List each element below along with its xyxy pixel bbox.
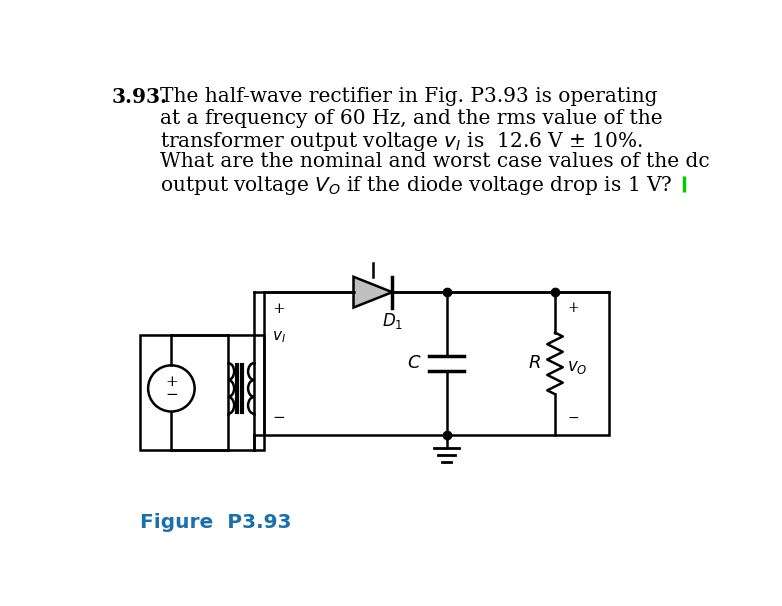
Text: $D_1$: $D_1$: [382, 311, 404, 331]
Text: $C$: $C$: [407, 355, 421, 373]
Text: The half-wave rectifier in Fig. P3.93 is operating: The half-wave rectifier in Fig. P3.93 is…: [160, 87, 657, 105]
Polygon shape: [353, 277, 393, 308]
Text: $v_I$: $v_I$: [272, 329, 286, 345]
Text: $v_O$: $v_O$: [568, 359, 588, 376]
Text: +: +: [272, 302, 285, 316]
Text: −: −: [272, 411, 285, 425]
Text: −: −: [568, 411, 579, 425]
Text: $R$: $R$: [529, 355, 541, 373]
Text: −: −: [165, 388, 178, 402]
Bar: [141, 335, 264, 450]
Bar: [264, 292, 609, 435]
Text: 3.93.: 3.93.: [112, 87, 167, 107]
Text: at a frequency of 60 Hz, and the rms value of the: at a frequency of 60 Hz, and the rms val…: [160, 108, 662, 127]
Text: What are the nominal and worst case values of the dc: What are the nominal and worst case valu…: [160, 153, 709, 171]
Text: Figure  P3.93: Figure P3.93: [141, 513, 292, 532]
Text: +: +: [165, 375, 178, 389]
Text: output voltage $V_O$ if the diode voltage drop is 1 V?: output voltage $V_O$ if the diode voltag…: [160, 175, 673, 198]
Text: transformer output voltage $v_I$ is  12.6 V ± 10%.: transformer output voltage $v_I$ is 12.6…: [160, 130, 643, 153]
Text: +: +: [568, 301, 579, 315]
